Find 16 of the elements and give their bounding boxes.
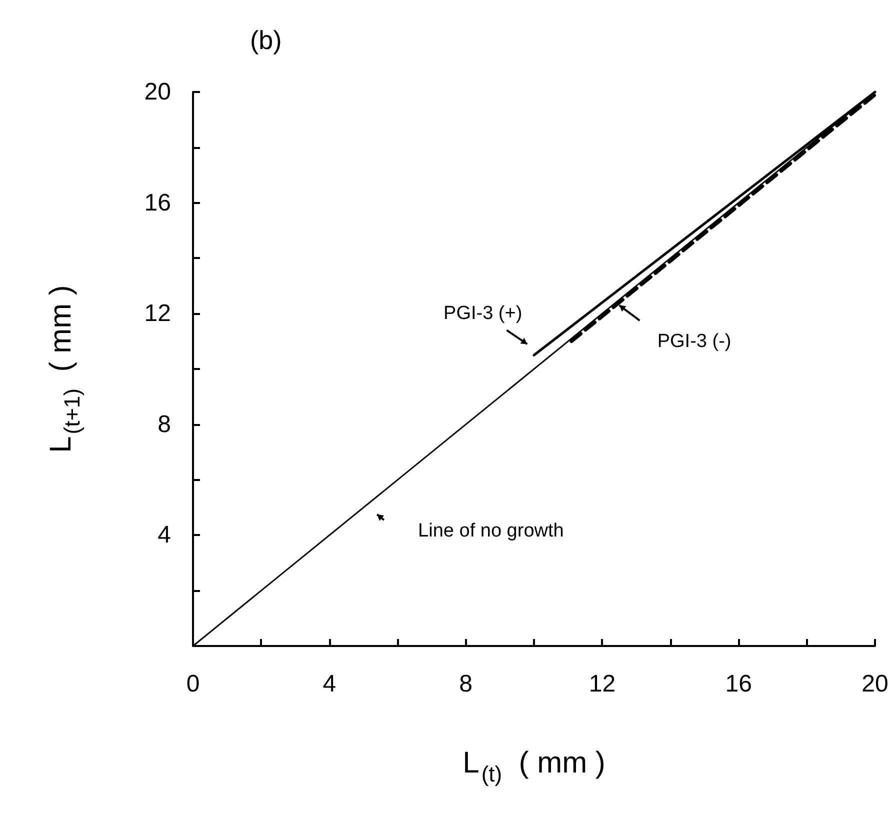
x-tick-label: 4 — [322, 670, 336, 698]
text: Line of no growth — [418, 520, 564, 542]
y-tick-label: 12 — [144, 300, 171, 328]
text: PGI-3 (-) — [657, 330, 732, 352]
y-tick-label: 8 — [158, 410, 171, 438]
x-tick-label: 8 — [459, 670, 472, 698]
y-tick-label: 16 — [144, 189, 171, 216]
y-tick-label: 4 — [158, 522, 171, 549]
chart-title: (b) — [250, 25, 282, 55]
x-tick-label: 12 — [588, 670, 616, 698]
y-axis-title: L(t+1) ( mm ) — [44, 285, 84, 453]
x-tick-label: 0 — [186, 670, 200, 698]
x-tick-label: 16 — [725, 670, 752, 698]
series-label: PGI-3 (+) — [444, 303, 522, 324]
x-tick-label: 20 — [862, 670, 888, 698]
y-tick-label: 20 — [144, 78, 171, 106]
